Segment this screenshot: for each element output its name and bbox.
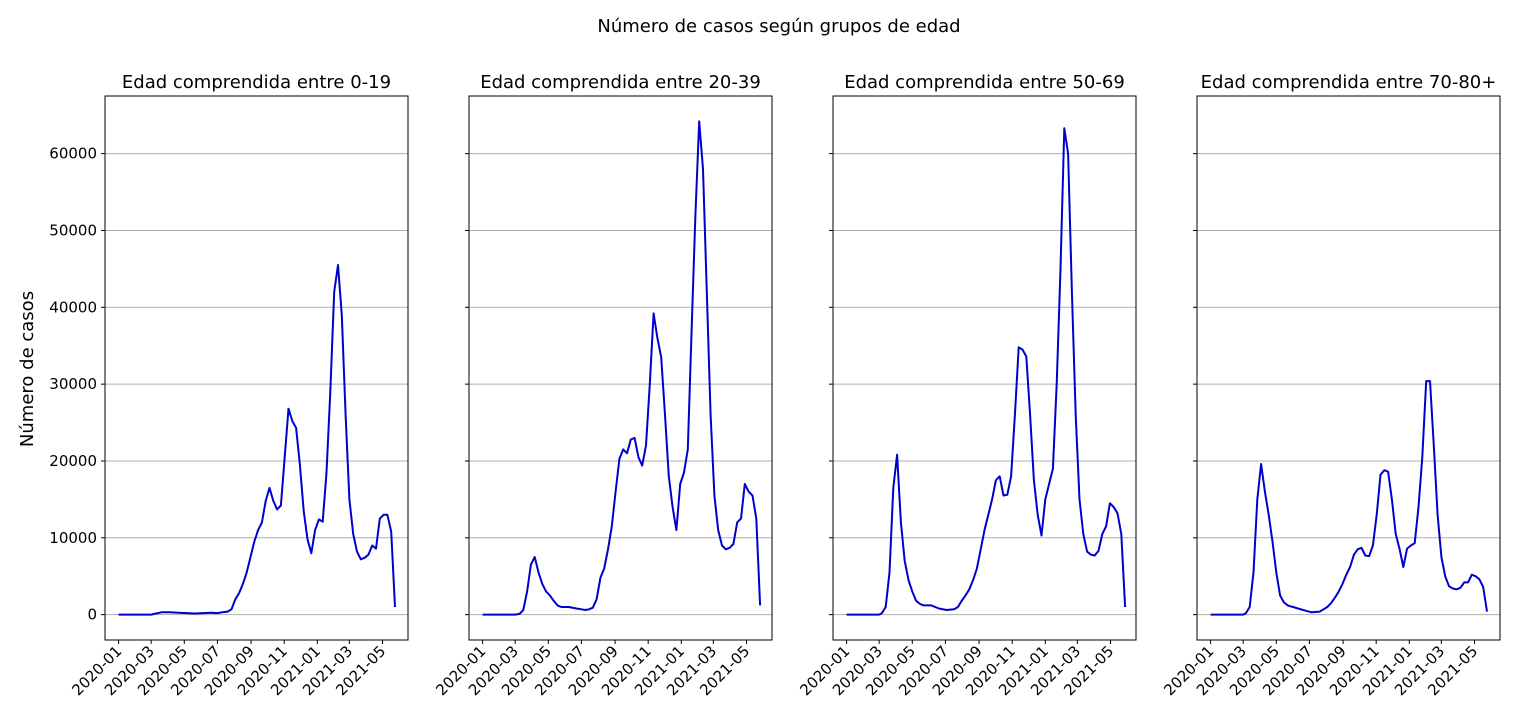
axes-frame [832, 95, 1137, 641]
panel-title: Edad comprendida entre 0-19 [122, 72, 391, 93]
panel-title: Edad comprendida entre 20-39 [480, 72, 761, 93]
y-tick-label: 60000 [49, 145, 97, 163]
panel-3: 2020-012020-032020-052020-072020-092020-… [796, 72, 1137, 699]
panel-2: 2020-012020-032020-052020-072020-092020-… [432, 72, 773, 699]
y-tick-label: 40000 [49, 298, 97, 316]
y-tick-label: 20000 [49, 452, 97, 470]
axes-frame [1196, 95, 1501, 641]
y-tick-label: 30000 [49, 375, 97, 393]
axes-frame [104, 95, 409, 641]
y-axis-label: Número de casos [17, 291, 38, 447]
series-line [846, 127, 1127, 616]
figure-title: Número de casos según grupos de edad [597, 16, 960, 37]
y-tick-label: 10000 [49, 529, 97, 547]
panel-title: Edad comprendida entre 50-69 [844, 72, 1125, 93]
y-tick-label: 50000 [49, 221, 97, 239]
panel-title: Edad comprendida entre 70-80+ [1201, 72, 1497, 93]
y-tick-label: 0 [87, 606, 97, 624]
axes-frame [468, 95, 773, 641]
series-line [118, 264, 396, 616]
panel-1: 01000020000300004000050000600002020-0120… [49, 72, 409, 699]
panel-4: 2020-012020-032020-052020-072020-092020-… [1160, 72, 1501, 699]
panels: 0 10000 20000 30000 40000 50000 60000 2020-0120… [49, 72, 1501, 699]
series-line [1210, 380, 1488, 616]
series-line [482, 120, 762, 616]
